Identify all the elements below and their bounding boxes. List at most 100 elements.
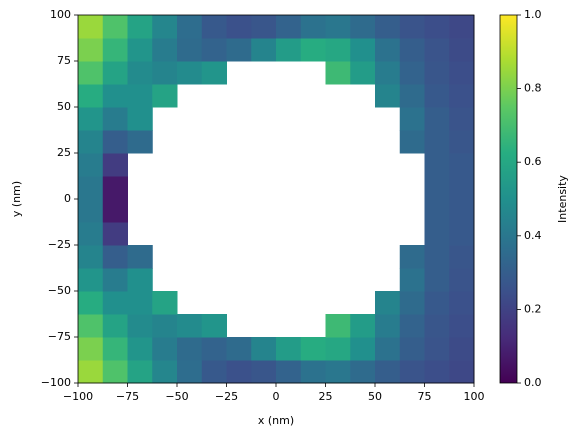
heat-cell: [102, 360, 128, 384]
heat-cell: [152, 314, 178, 338]
heat-cell: [350, 38, 376, 62]
colorbar-label: Intensity: [556, 175, 569, 223]
heat-cell: [102, 38, 128, 62]
heat-cell: [424, 15, 450, 39]
heat-cell: [449, 61, 475, 85]
heat-cell: [424, 199, 450, 223]
heat-cell: [449, 222, 475, 246]
heat-cell: [424, 245, 450, 269]
heat-cell: [177, 360, 203, 384]
heat-cell: [350, 314, 376, 338]
heat-cell: [127, 130, 153, 154]
heat-cell: [152, 61, 178, 85]
heat-cell: [276, 337, 302, 361]
heat-cell: [102, 153, 128, 177]
y-tick-label: −50: [48, 284, 71, 297]
heat-cell: [78, 107, 104, 131]
heat-cell: [449, 84, 475, 108]
heat-cell: [399, 107, 425, 131]
heat-cell: [201, 15, 227, 39]
y-tick-label: 0: [64, 192, 71, 205]
heat-cell: [424, 84, 450, 108]
heat-cell: [300, 38, 326, 62]
heat-cell: [78, 199, 104, 223]
colorbar-tick-label: 0.6: [524, 155, 542, 168]
heat-cell: [449, 176, 475, 200]
x-tick-label: 0: [273, 390, 280, 403]
heat-cell: [78, 360, 104, 384]
heat-cell: [350, 360, 376, 384]
heat-cell: [102, 222, 128, 246]
heat-cell: [251, 360, 277, 384]
heat-cell: [152, 337, 178, 361]
heat-cell: [78, 222, 104, 246]
heat-cell: [350, 337, 376, 361]
heat-cell: [424, 337, 450, 361]
heat-cell: [325, 38, 351, 62]
heat-cell: [78, 61, 104, 85]
heat-cell: [399, 38, 425, 62]
x-tick-label: −25: [215, 390, 238, 403]
heat-cell: [251, 38, 277, 62]
heat-cell: [78, 291, 104, 315]
x-tick-label: −100: [63, 390, 93, 403]
heat-cell: [127, 38, 153, 62]
heat-cell: [449, 107, 475, 131]
heat-cell: [152, 15, 178, 39]
colorbar-tick-label: 1.0: [524, 8, 542, 21]
heat-cell: [276, 360, 302, 384]
heat-cell: [78, 38, 104, 62]
heat-cell: [102, 291, 128, 315]
heat-cell: [78, 130, 104, 154]
heat-cell: [177, 61, 203, 85]
heat-cell: [375, 15, 401, 39]
heat-cell: [399, 84, 425, 108]
heat-cell: [350, 61, 376, 85]
heat-cell: [399, 15, 425, 39]
heat-cell: [325, 314, 351, 338]
heat-cell: [350, 15, 376, 39]
heat-cell: [325, 360, 351, 384]
heat-cell: [127, 268, 153, 292]
heat-cell: [424, 107, 450, 131]
colorbar-frame: [499, 14, 518, 384]
y-axis-label: y (nm): [10, 181, 23, 217]
heat-cell: [102, 15, 128, 39]
heat-cell: [276, 38, 302, 62]
heat-cell: [127, 291, 153, 315]
y-tick-label: −100: [41, 376, 71, 389]
heat-cell: [177, 337, 203, 361]
heat-cell: [152, 84, 178, 108]
heat-cell: [201, 38, 227, 62]
heat-cell: [102, 61, 128, 85]
x-tick-label: 100: [464, 390, 485, 403]
heat-cell: [399, 245, 425, 269]
heat-cell: [300, 360, 326, 384]
heat-cell: [177, 314, 203, 338]
x-tick-label: 50: [368, 390, 382, 403]
heat-cell: [449, 153, 475, 177]
heat-cell: [424, 360, 450, 384]
heat-cell: [424, 314, 450, 338]
heat-cell: [251, 337, 277, 361]
heat-cell: [127, 107, 153, 131]
heat-cell: [424, 61, 450, 85]
heat-cell: [127, 360, 153, 384]
heat-cell: [424, 130, 450, 154]
heat-cell: [177, 38, 203, 62]
heat-cell: [375, 61, 401, 85]
heat-cell: [399, 337, 425, 361]
heat-cell: [424, 291, 450, 315]
x-tick-label: −50: [165, 390, 188, 403]
heat-cell: [102, 84, 128, 108]
y-tick-label: 75: [57, 54, 71, 67]
heat-cell: [424, 268, 450, 292]
heat-cell: [449, 268, 475, 292]
heat-cell: [424, 222, 450, 246]
heat-cell: [78, 84, 104, 108]
heat-cell: [127, 245, 153, 269]
heat-cell: [127, 314, 153, 338]
heat-cell: [102, 130, 128, 154]
heat-cell: [449, 314, 475, 338]
